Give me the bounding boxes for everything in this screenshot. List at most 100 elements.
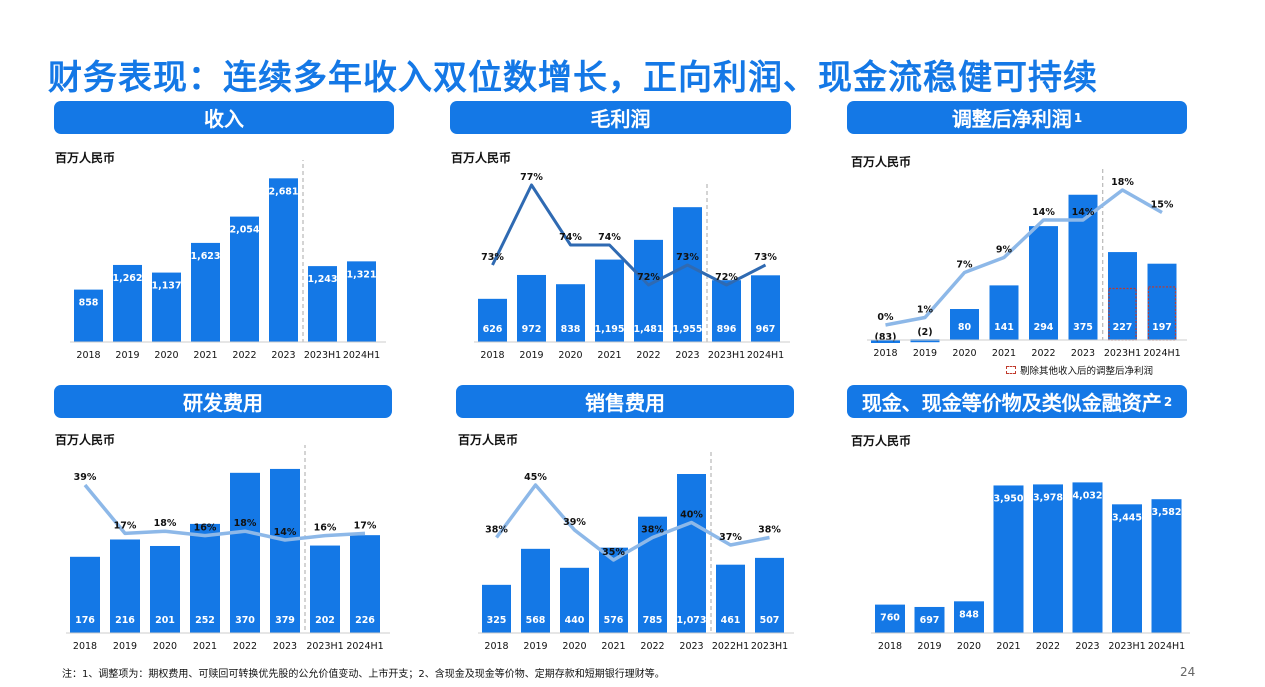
value-label-2019: 697 [920,615,940,626]
bar-2021 [595,259,624,342]
bar-2021 [599,547,628,633]
value-label-2022: 2,054 [229,225,259,236]
category-label-2021: 2021 [601,641,625,652]
value-label-2019: 1,262 [112,273,142,284]
category-label-2023H1: 2023H1 [751,641,788,652]
ratio-label-2019: 77% [520,172,543,183]
bar-2024H1 [1151,499,1182,633]
bar-2019 [914,606,945,633]
revenue-title: 收入 [204,107,244,131]
ratio-label-2021: 16% [194,523,217,534]
bar-2024H1 [751,275,780,342]
value-label-2020: 838 [561,324,581,335]
bar-2019 [113,264,142,342]
bar-2023H1 [308,266,337,342]
value-label-2018: 325 [487,615,507,626]
category-label-2021: 2021 [597,350,621,361]
ratio-label-2023: 40% [680,510,703,521]
category-label-2023H1: 2023H1 [1104,348,1141,359]
value-label-2023H1: 3,445 [1112,512,1142,523]
bar-2018 [875,604,905,633]
category-label-2023: 2023 [273,641,297,652]
footnote-marker-2: 2 [1163,394,1173,409]
category-label-2020: 2020 [153,641,177,652]
category-label-2024H1: 2024H1 [343,350,380,361]
bar-2023 [1072,482,1103,633]
category-label-2021: 2021 [992,348,1016,359]
value-label-2021: 1,195 [594,324,624,335]
value-label-2020: 80 [958,322,972,333]
category-label-2020: 2020 [562,641,586,652]
value-label-2021: 576 [604,615,624,626]
category-label-2022: 2022 [1031,348,1055,359]
category-label-2018: 2018 [480,350,504,361]
value-label-2019: 568 [526,615,546,626]
gross-profit-chart: 626 2018 972 2019 838 2020 1,195 2021 1,481 2022 1… [474,172,790,361]
adjusted-net-profit-banner: 调整后净利润 1 [847,101,1187,134]
ratio-label-2023H1: 16% [314,523,337,534]
ratio-label-2022: 14% [1032,207,1055,218]
bar-2021 [191,242,220,342]
ratio-label-2019: 1% [917,305,934,316]
bar-2023 [677,474,706,633]
bar-2021 [190,523,220,633]
ratio-line [83,483,366,542]
category-label-2019: 2019 [519,350,543,361]
value-label-2021: 141 [994,322,1014,333]
value-label-2023: 379 [275,615,295,626]
ratio-label-2019: 17% [114,520,137,531]
bar-2021 [989,285,1019,340]
ratio-label-2023: 73% [676,252,699,263]
value-label-2021: 1,623 [190,251,220,262]
value-label-2019: 972 [522,324,542,335]
footnote-marker-1: 1 [1073,110,1083,125]
category-label-2022: 2022 [640,641,664,652]
value-label-2020: 201 [155,615,175,626]
value-label-2021: 252 [195,615,215,626]
category-label-2022: 2022 [1036,641,1060,652]
value-label-2023H1: 202 [315,615,335,626]
rd-expense-title: 研发费用 [183,391,263,415]
category-label-2023H1: 2023H1 [304,350,341,361]
value-label-2018: 176 [75,615,95,626]
bar-2023H1 [1108,252,1137,340]
category-label-2022H1: 2022H1 [712,641,749,652]
ratio-label-2022: 72% [637,272,660,283]
dashed-box-swatch [1006,366,1016,374]
ratio-label-2020: 39% [563,517,586,528]
category-label-2020: 2020 [558,350,582,361]
ratio-label-2023H1: 38% [758,525,781,536]
category-label-2019: 2019 [115,350,139,361]
gross-profit-banner: 毛利润 [450,101,791,134]
ratio-line [885,188,1163,327]
bar-2022 [1033,484,1063,633]
category-label-2023H1: 2023H1 [708,350,745,361]
bar-2020 [152,272,181,342]
category-label-2023: 2023 [1075,641,1099,652]
ratio-label-2018: 38% [485,525,508,536]
category-label-2021: 2021 [193,641,217,652]
ratio-label-2021: 35% [602,547,625,558]
category-label-2020: 2020 [957,641,981,652]
category-label-2022: 2022 [233,641,257,652]
revenue-chart: 858 2018 1,262 2019 1,137 2020 1,623 2021 2,054 2… [70,160,386,361]
cash-banner: 现金、现金等价物及类似金融资产 2 [847,385,1187,418]
ratio-label-2022H1: 37% [719,532,742,543]
category-label-2024H1: 2024H1 [1148,641,1185,652]
ratio-label-2018: 73% [481,252,504,263]
sales-expense-banner: 销售费用 [456,385,794,418]
value-label-2022: 3,978 [1033,492,1063,503]
adjusted-net-profit-title: 调整后净利润 [951,107,1072,131]
ratio-label-2023H1: 18% [1111,177,1134,188]
value-label-2023: 2,681 [268,186,298,197]
ratio-line [491,183,767,287]
category-label-2022: 2022 [636,350,660,361]
ratio-line [495,483,770,562]
category-label-2018: 2018 [484,641,508,652]
bar-2020 [950,309,979,340]
cash-unit: 百万人民币 [851,434,912,448]
bar-2022 [1029,226,1058,340]
category-label-2023: 2023 [679,641,703,652]
sales-expense-unit: 百万人民币 [458,433,519,447]
bar-2019 [521,548,550,633]
